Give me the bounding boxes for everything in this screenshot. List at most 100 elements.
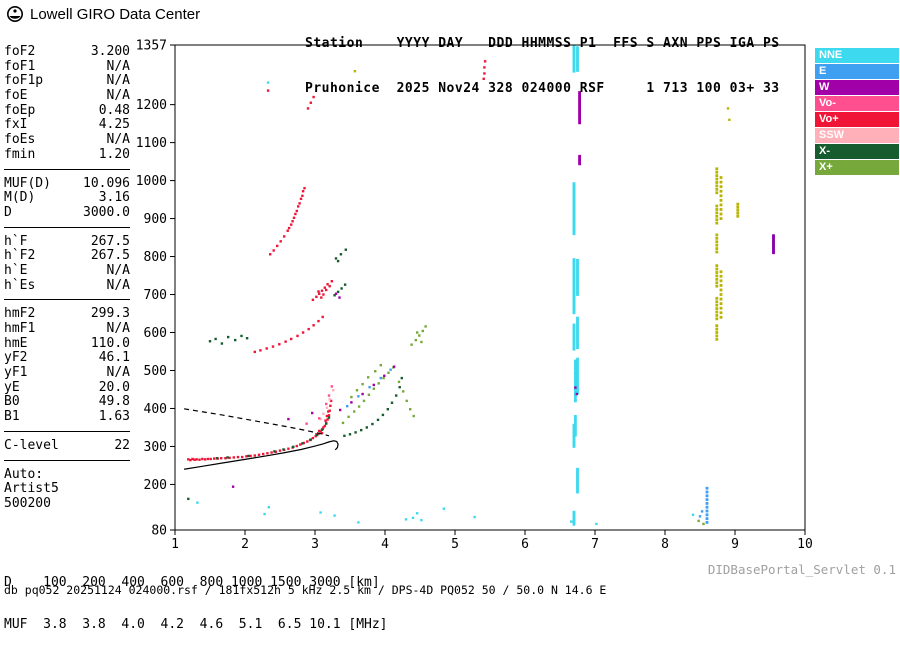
echo-point (572, 522, 576, 526)
param-label: h`Es (4, 277, 36, 293)
echo-point (772, 251, 775, 255)
echo-point (578, 106, 581, 110)
echo-point (772, 234, 775, 238)
echo-point (572, 519, 576, 523)
echo-point (270, 451, 273, 454)
param-label: h`E (4, 262, 28, 278)
echo-point (347, 415, 350, 419)
echo-point (572, 221, 576, 225)
echo-point (572, 65, 576, 69)
echo-point (357, 521, 360, 524)
echo-point (574, 370, 577, 374)
echo-point (715, 211, 719, 215)
echo-point (715, 324, 719, 328)
echo-point (576, 330, 579, 334)
echo-point (572, 302, 576, 306)
echo-point (253, 350, 256, 354)
echo-point (715, 208, 719, 211)
echo-point (362, 399, 366, 403)
echo-point (572, 518, 576, 522)
param-divider (4, 430, 130, 432)
echo-point (572, 47, 576, 50)
echo-point (572, 45, 576, 49)
echo-point (226, 456, 229, 459)
echo-point (572, 262, 576, 266)
echo-point (578, 108, 581, 111)
echo-point (214, 337, 217, 341)
echo-point (339, 253, 343, 256)
echo-point (576, 378, 579, 382)
echo-point (379, 363, 382, 367)
echo-point (736, 208, 740, 212)
echo-point (473, 515, 476, 519)
muf-table-muf-row: MUF 3.8 3.8 4.0 4.2 4.6 5.1 6.5 10.1 [MH… (4, 617, 388, 632)
echo-point (295, 444, 298, 448)
echo-point (572, 341, 576, 345)
echo-point (574, 399, 577, 403)
echo-point (309, 438, 312, 441)
echo-point (576, 62, 579, 66)
echo-point (705, 505, 709, 509)
echo-point (715, 264, 719, 268)
echo-point (327, 414, 331, 417)
echo-point (572, 290, 576, 293)
echo-point (576, 293, 579, 296)
echo-point (287, 447, 290, 450)
echo-point (279, 240, 282, 243)
echo-point (334, 292, 338, 295)
echo-point (287, 417, 290, 421)
muf-table-distance-row: D 100 200 400 600 800 1000 1500 3000 [km… (4, 575, 380, 590)
param-value: 110.0 (90, 335, 130, 351)
echo-point (576, 258, 579, 262)
echo-point (400, 376, 403, 380)
echo-point (333, 514, 336, 517)
echo-point (572, 227, 576, 231)
echo-point (576, 373, 579, 377)
echo-point (576, 328, 579, 331)
echo-point (283, 235, 286, 238)
echo-point (576, 364, 579, 368)
echo-point (357, 405, 361, 408)
echo-point (234, 338, 237, 342)
echo-point (595, 522, 598, 526)
param-value: 1.63 (98, 409, 130, 425)
echo-point (572, 325, 576, 328)
param-row-d: D 3000.0 (4, 205, 130, 221)
echo-point (576, 284, 579, 287)
echo-point (715, 218, 719, 222)
echo-point (350, 395, 353, 399)
echo-point (719, 270, 723, 274)
param-value: 46.1 (98, 350, 130, 366)
echo-point (574, 394, 577, 397)
echo-point (269, 253, 272, 256)
echo-point (715, 236, 719, 240)
echo-point (715, 267, 719, 271)
echo-point (576, 332, 579, 336)
param-row-ye: yE 20.0 (4, 380, 130, 396)
echo-point (411, 516, 415, 520)
echo-point (572, 271, 576, 275)
echo-point (398, 385, 401, 389)
echo-point (390, 401, 394, 404)
param-row-hf: h`F 267.5 (4, 234, 130, 250)
echo-point (572, 516, 576, 520)
echo-point (305, 422, 308, 425)
autoscaler-label: Artist5 (4, 481, 59, 497)
param-label: yF1 (4, 365, 28, 381)
y-tick-label: 1000 (136, 174, 167, 189)
echo-point (386, 408, 389, 411)
station-header: Station YYYY DAY DDD HHMMSS P1 FFS S AXN… (305, 6, 780, 111)
param-row-hf2: h`F2 267.5 (4, 249, 130, 264)
echo-legend: NNE E W Vo- Vo+ SSW X- X+ (815, 48, 899, 176)
echo-point (263, 512, 266, 516)
param-row-fof1: foF1 N/A (4, 59, 130, 75)
echo-point (274, 450, 277, 453)
echo-point (719, 212, 723, 216)
echo-point (572, 510, 576, 514)
echo-point (578, 91, 581, 94)
param-row-md: M(D) 3.16 (4, 190, 130, 206)
param-value: 3.16 (98, 190, 130, 206)
echo-point (572, 306, 576, 310)
echo-point (325, 402, 328, 406)
echo-point (572, 183, 576, 187)
